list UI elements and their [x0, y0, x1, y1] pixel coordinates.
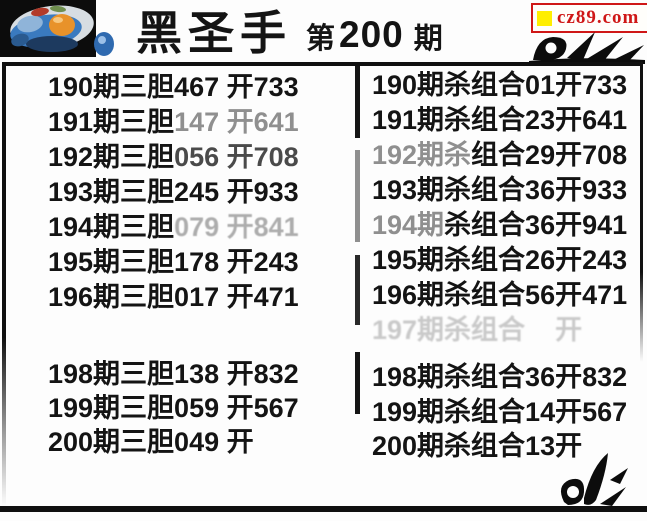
list-item: 192期三胆056 开708 [48, 142, 299, 172]
list-item: 191期三胆147 开641 [48, 107, 299, 137]
list-item: 190期三胆467 开733 [48, 72, 299, 102]
site-badge[interactable]: cz89.com [531, 3, 647, 33]
list-item: 200期三胆049 开 [48, 427, 254, 457]
list-item: 196期杀组合56开471 [372, 280, 628, 310]
list-item: 200期杀组合13开 [372, 431, 583, 461]
issue-number: 200 [339, 14, 404, 55]
frame-right-line [640, 62, 643, 362]
list-item: 194期三胆079 开841 [48, 212, 299, 242]
list-item: 193期杀组合36开933 [372, 175, 628, 205]
list-item: 195期三胆178 开243 [48, 247, 299, 277]
site-badge-label: cz89.com [557, 7, 640, 28]
list-item: 198期三胆138 开832 [48, 359, 299, 389]
signature-scribble-bottom-icon [554, 450, 630, 513]
column-divider [355, 150, 360, 242]
three-dan-column: 190期三胆467 开733 191期三胆147 开641 192期三胆056 … [48, 70, 350, 459]
title-text: 黑圣手 [136, 7, 292, 59]
column-divider [355, 255, 360, 325]
list-item: 190期杀组合01开733 [372, 70, 628, 100]
list-item: 193期三胆245 开933 [48, 177, 299, 207]
blank-row-197 [48, 315, 350, 357]
frame-top-line [2, 62, 643, 66]
list-item: 191期杀组合23开641 [372, 105, 628, 135]
yellow-square-icon [537, 10, 552, 26]
list-item: 199期杀组合14开567 [372, 397, 628, 427]
issue-suffix: 期 [413, 23, 443, 55]
list-item: 196期三胆017 开471 [48, 282, 299, 312]
frame-left-line [2, 62, 6, 506]
column-divider [355, 66, 360, 138]
list-item-ghost-197: 197期杀组合开 [372, 315, 583, 345]
list-item: 199期三胆059 开567 [48, 393, 299, 423]
logo-3d-ball-icon [0, 0, 118, 58]
column-divider [355, 352, 360, 414]
page-title: 黑圣手 第 200 期 [136, 6, 443, 60]
list-item: 192期杀组合29开708 [372, 140, 628, 170]
issue-prefix: 第 [306, 23, 336, 55]
list-item: 195期杀组合26开243 [372, 245, 628, 275]
list-item: 198期杀组合36开832 [372, 362, 628, 392]
frame-bottom-line [0, 506, 647, 512]
list-item: 194期杀组合36开941 [372, 210, 628, 240]
kill-combo-column: 190期杀组合01开733 191期杀组合23开641 192期杀组合29开70… [372, 68, 638, 463]
